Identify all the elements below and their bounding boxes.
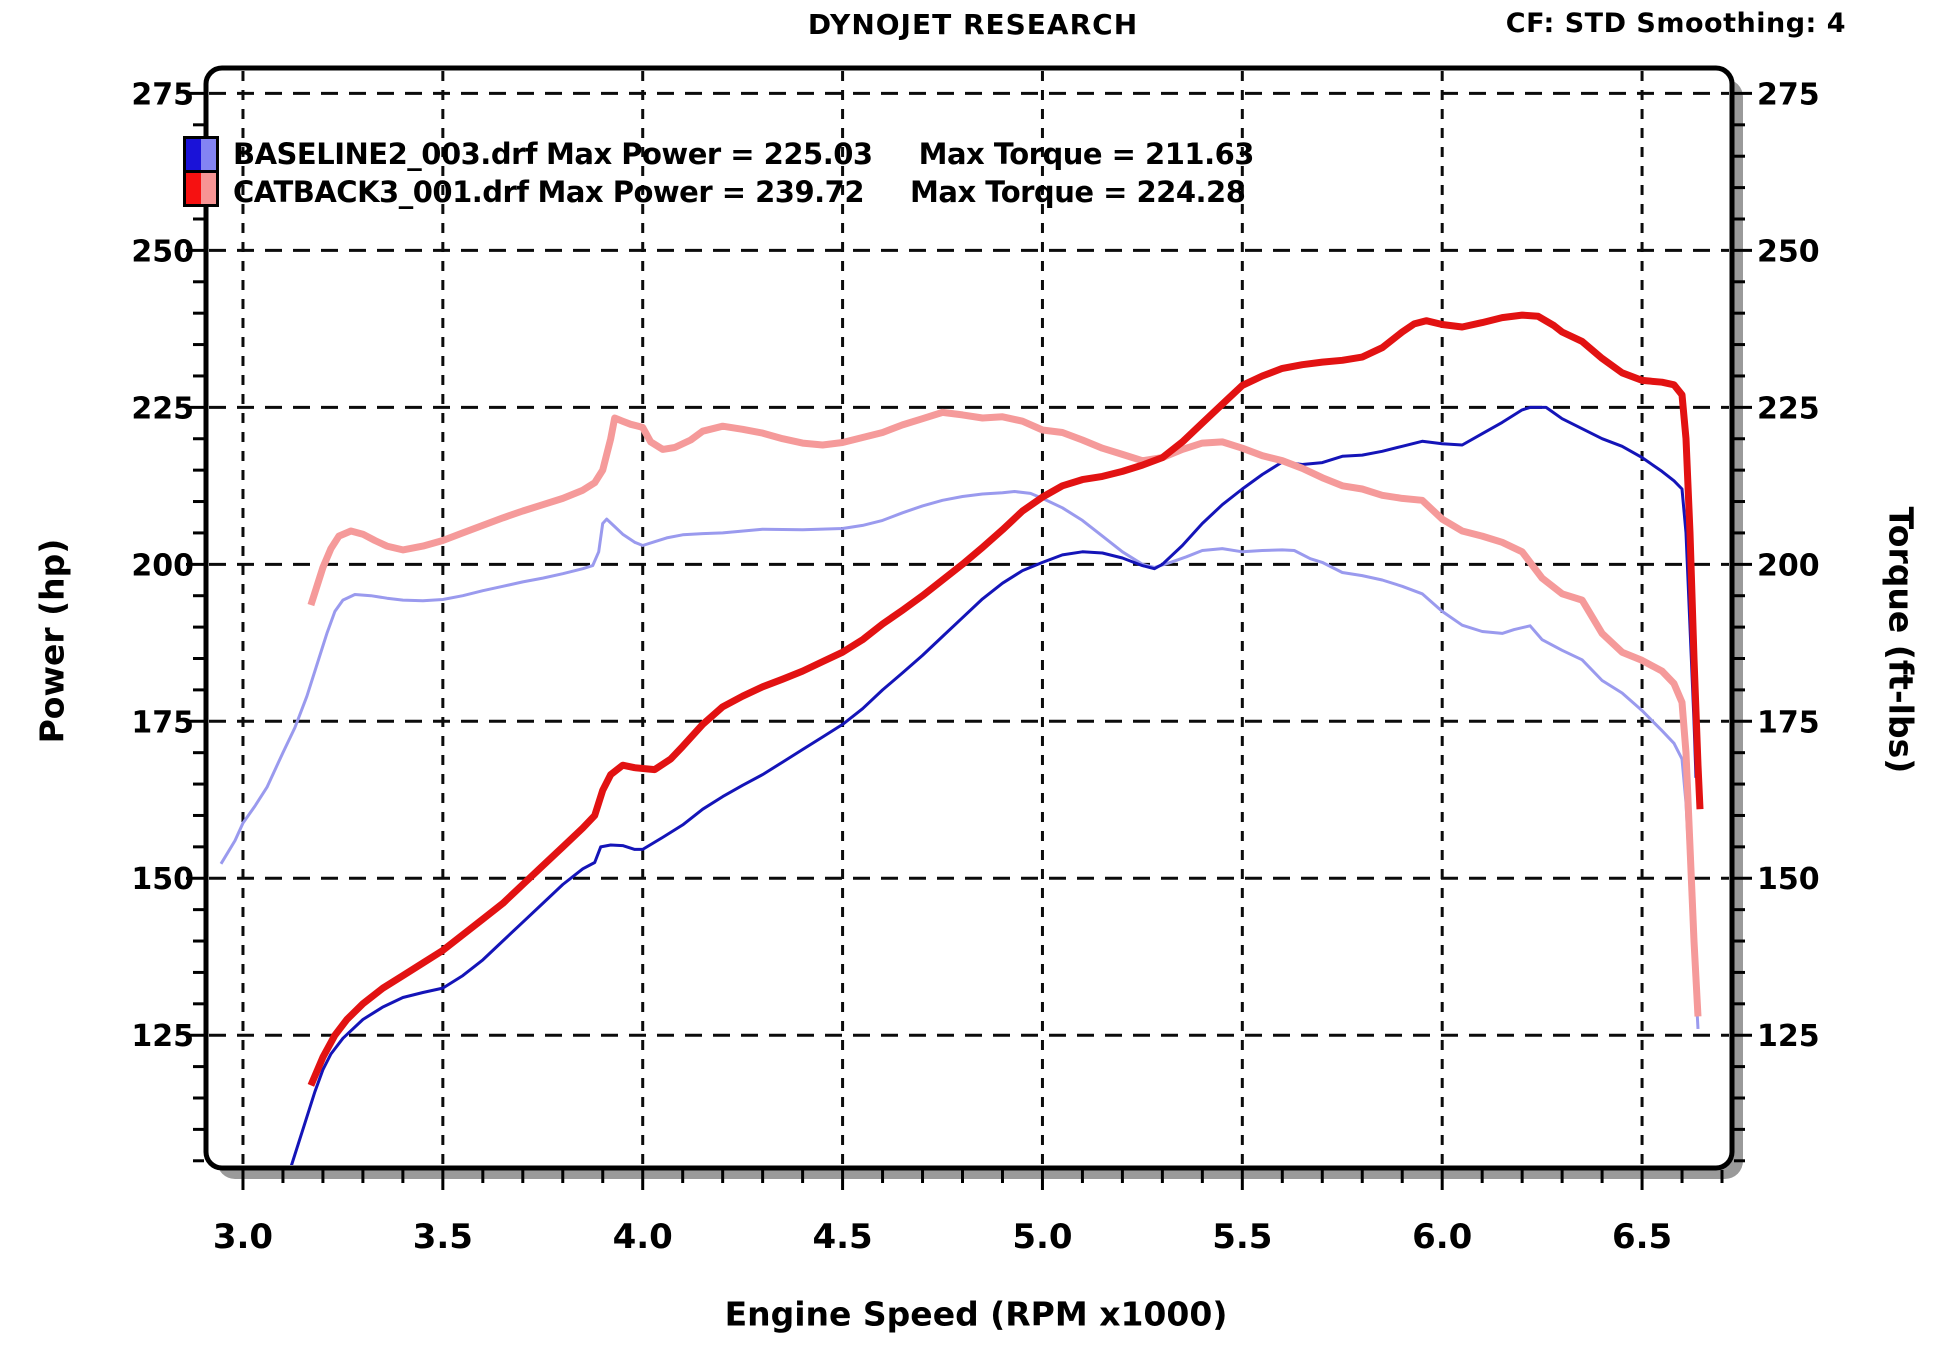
legend-max-torque-catback: Max Torque = 224.28 [910,175,1246,209]
y-tick-label-right: 125 [1757,1019,1820,1054]
x-tick-label: 5.5 [1212,1217,1272,1257]
legend-swatch-catback-icon [183,170,219,207]
x-tick-label: 6.5 [1612,1217,1672,1257]
y-tick-label-right: 200 [1757,548,1820,583]
legend-max-power-baseline: Max Power = 225.03 [546,137,873,171]
legend-entry-baseline: BASELINE2_003.drf Max Power = 225.03 Max T… [233,135,1254,173]
y-tick-label-left: 150 [131,862,194,897]
curve-baseline-power [289,405,1698,1165]
legend-swatch-baseline-icon [183,136,219,173]
gridlines [209,71,1729,1165]
x-tick-label: 6.0 [1412,1217,1472,1257]
x-axis-label: Engine Speed (RPM x1000) [724,1294,1228,1334]
y-axis-label-power: Power (hp) [32,538,72,744]
y-tick-label-left: 250 [131,234,194,269]
plot-frame [203,65,1735,1171]
legend-max-power-catback: Max Power = 239.72 [537,175,865,209]
legend-file-baseline: BASELINE2_003.drf [233,137,538,171]
y-tick-label-left: 175 [131,705,194,740]
page-title: DYNOJET RESEARCH [807,8,1139,41]
x-tick-label: 3.5 [413,1217,473,1257]
legend-entry-catback: CATBACK3_001.drf Max Power = 239.72 Max To… [233,173,1254,211]
tick-labels: 275 275 250 250 225 225 200 200 175 175 150 150 125 1… [131,77,1819,1257]
y-tick-label-right: 275 [1757,77,1820,112]
x-tick-label: 4.0 [613,1217,673,1257]
y-tick-label-right: 175 [1757,705,1820,740]
legend-max-torque-baseline: Max Torque = 211.63 [918,137,1255,171]
y-axis-label-torque: Torque (ft-lbs) [1881,506,1921,774]
y-tick-label-left: 275 [131,77,194,112]
y-tick-label-left: 125 [131,1019,194,1054]
y-tick-label-right: 225 [1757,391,1820,426]
y-tick-label-right: 150 [1757,862,1820,897]
legend-swatches [183,136,219,207]
x-tick-label: 3.0 [213,1217,273,1257]
x-tick-label: 4.5 [812,1217,872,1257]
x-tick-label: 5.0 [1012,1217,1072,1257]
y-tick-label-left: 225 [131,391,194,426]
correction-smoothing-info: CF: STD Smoothing: 4 [1505,8,1846,39]
curve-catback-torque [307,408,1702,1017]
legend-file-catback: CATBACK3_001.drf [233,175,529,209]
curve-baseline-torque [219,490,1700,1029]
y-tick-label-right: 250 [1757,234,1820,269]
chart-legend: BASELINE2_003.drf Max Power = 225.03 Max T… [233,135,1254,211]
y-tick-label-left: 200 [131,548,194,583]
data-series [219,311,1704,1165]
curve-catback-power [307,311,1704,1087]
